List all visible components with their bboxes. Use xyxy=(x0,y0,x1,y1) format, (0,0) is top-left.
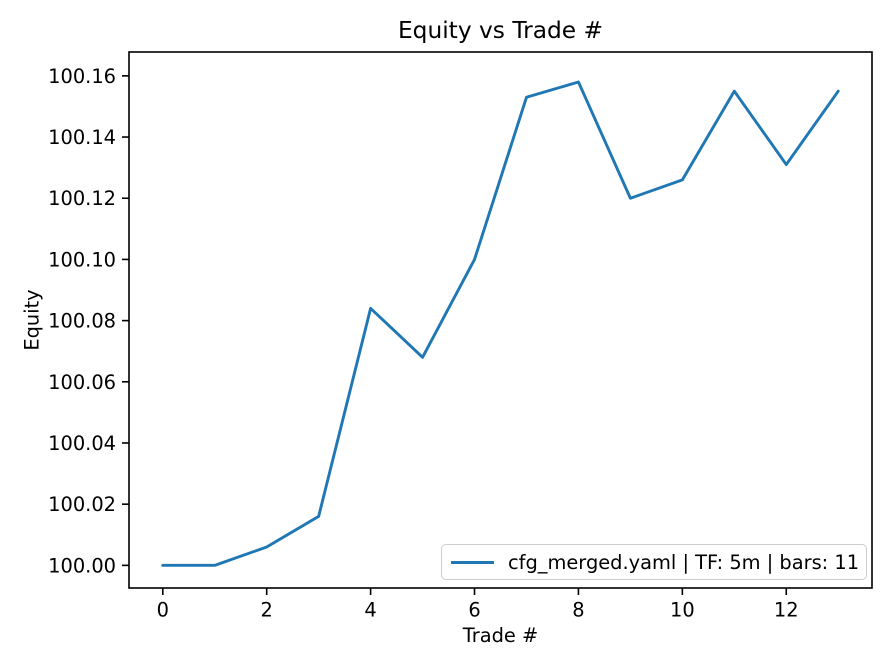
chart-title: Equity vs Trade # xyxy=(397,17,604,44)
y-tick-label: 100.08 xyxy=(48,310,116,333)
x-tick-label: 2 xyxy=(261,599,273,622)
x-tick-label: 12 xyxy=(774,599,799,622)
x-tick-label: 8 xyxy=(572,599,584,622)
x-tick-label: 6 xyxy=(468,599,480,622)
x-tick-label: 4 xyxy=(364,599,376,622)
y-tick-label: 100.00 xyxy=(48,554,116,577)
x-tick-label: 0 xyxy=(157,599,169,622)
y-tick-label: 100.06 xyxy=(48,371,116,394)
y-tick-label: 100.14 xyxy=(48,126,116,149)
y-axis-label: Equity xyxy=(20,289,44,351)
legend-line-sample xyxy=(451,560,494,564)
legend: cfg_merged.yaml | TF: 5m | bars: 11 xyxy=(441,544,867,580)
axes-frame xyxy=(128,51,873,589)
x-tick-label: 10 xyxy=(670,599,695,622)
y-tick-label: 100.10 xyxy=(48,248,116,271)
y-tick-label: 100.16 xyxy=(48,65,116,88)
legend-label: cfg_merged.yaml | TF: 5m | bars: 11 xyxy=(508,550,860,574)
y-tick-label: 100.04 xyxy=(48,432,116,455)
y-tick-label: 100.02 xyxy=(48,493,116,516)
x-axis-label: Trade # xyxy=(462,624,539,647)
equity-line xyxy=(161,80,840,567)
y-tick-label: 100.12 xyxy=(48,187,116,210)
